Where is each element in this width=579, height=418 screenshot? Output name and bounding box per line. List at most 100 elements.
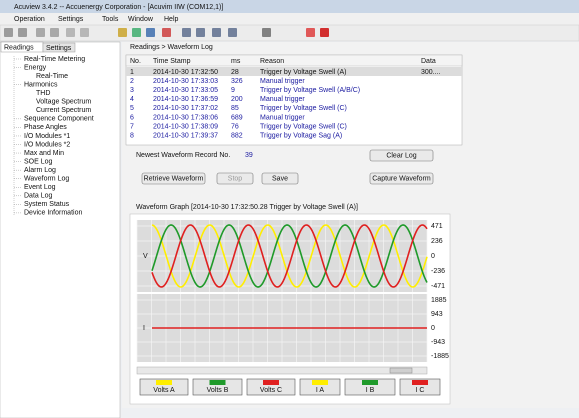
tree-item[interactable]: Real-Time Metering <box>24 56 85 63</box>
table-cell[interactable]: 28 <box>231 69 239 76</box>
legend-label[interactable]: I A <box>316 387 325 394</box>
table-cell[interactable]: 9 <box>231 87 235 94</box>
tab-label[interactable]: Settings <box>46 45 72 52</box>
tree-item[interactable]: Current Spectrum <box>36 107 91 114</box>
tree-item[interactable]: Real-Time <box>36 73 68 80</box>
table-cell[interactable]: Trigger by Voltage Sag (A) <box>260 133 342 140</box>
legend-button[interactable] <box>246 378 296 396</box>
toolbar-button[interactable] <box>146 28 155 37</box>
table-cell[interactable]: 2 <box>130 78 134 85</box>
table-cell[interactable]: 882 <box>231 133 243 140</box>
tree-item[interactable]: Max and Min <box>24 150 64 157</box>
table-cell[interactable]: 6 <box>130 114 134 121</box>
legend-button[interactable] <box>344 378 396 396</box>
table-cell[interactable]: 7 <box>130 123 134 130</box>
button[interactable] <box>369 149 434 162</box>
table-cell[interactable]: 76 <box>231 123 239 130</box>
table-cell[interactable]: 8 <box>130 133 134 140</box>
scroll-thumb[interactable] <box>389 367 413 374</box>
tree-item[interactable]: Voltage Spectrum <box>36 99 91 106</box>
button[interactable] <box>369 172 434 185</box>
legend-button[interactable] <box>192 378 243 396</box>
button-label[interactable]: Capture Waveform <box>372 175 431 182</box>
tree-item[interactable]: THD <box>36 90 50 97</box>
table-cell[interactable]: 3 <box>130 87 134 94</box>
legend-label[interactable]: I C <box>416 387 425 394</box>
toolbar-button[interactable] <box>36 28 45 37</box>
tree-item[interactable]: System Status <box>24 201 70 208</box>
table-cell[interactable]: 1 <box>130 69 134 76</box>
button-label[interactable]: Retrieve Waveform <box>144 175 204 182</box>
table-cell[interactable]: 2014-10-30 17:36:59 <box>153 96 218 103</box>
tree-item[interactable]: Event Log <box>24 184 56 191</box>
toolbar-button[interactable] <box>132 28 141 37</box>
table-cell[interactable]: 689 <box>231 114 243 121</box>
toolbar-button[interactable] <box>66 28 75 37</box>
menu-item[interactable]: Window <box>128 16 154 23</box>
table-cell[interactable]: 300.... <box>421 69 441 76</box>
tree-item[interactable]: SOE Log <box>24 158 53 165</box>
tree-item[interactable]: I/O Modules *2 <box>24 141 70 148</box>
legend-button[interactable] <box>299 378 341 396</box>
table-cell[interactable]: Trigger by Voltage Swell (A/B/C) <box>260 87 360 94</box>
legend-label[interactable]: Volts A <box>153 387 175 394</box>
table-cell[interactable]: 4 <box>130 96 134 103</box>
table-cell[interactable]: 5 <box>130 105 134 112</box>
table-cell[interactable]: Trigger by Voltage Swell (C) <box>260 123 347 130</box>
table-cell[interactable]: Trigger by Voltage Swell (A) <box>260 69 347 76</box>
menu-item[interactable]: Tools <box>102 16 119 23</box>
tree-item[interactable]: Harmonics <box>24 81 58 88</box>
legend-button[interactable] <box>139 378 189 396</box>
button[interactable] <box>141 172 206 185</box>
tree-item[interactable]: Alarm Log <box>24 167 56 174</box>
button[interactable] <box>261 172 299 185</box>
toolbar-button[interactable] <box>162 28 171 37</box>
table-cell[interactable]: 200 <box>231 96 243 103</box>
toolbar-button[interactable] <box>306 28 315 37</box>
legend-label[interactable]: Volts C <box>260 387 282 394</box>
table-cell[interactable]: 2014-10-30 17:38:09 <box>153 123 218 130</box>
toolbar-button[interactable] <box>118 28 127 37</box>
toolbar-button[interactable] <box>212 28 221 37</box>
tree-item[interactable]: Energy <box>24 64 47 71</box>
table-cell[interactable]: Manual trigger <box>260 96 305 103</box>
tree-item[interactable]: Data Log <box>24 193 53 200</box>
table-cell[interactable]: 326 <box>231 78 243 85</box>
button[interactable] <box>216 172 254 185</box>
tab-label[interactable]: Readings <box>4 44 34 51</box>
table-cell[interactable]: 2014-10-30 17:33:05 <box>153 87 218 94</box>
tree-item[interactable]: Waveform Log <box>24 176 69 183</box>
scrollbar[interactable] <box>136 366 428 375</box>
toolbar-button[interactable] <box>196 28 205 37</box>
table-cell[interactable]: 2014-10-30 17:38:06 <box>153 114 218 121</box>
tree-item[interactable]: Phase Angles <box>24 124 67 131</box>
tree-item[interactable]: Sequence Component <box>24 116 94 123</box>
table-cell[interactable]: 85 <box>231 105 239 112</box>
table-cell[interactable]: Manual trigger <box>260 114 305 121</box>
toolbar-button[interactable] <box>18 28 27 37</box>
toolbar-button[interactable] <box>228 28 237 37</box>
toolbar-button[interactable] <box>320 28 329 37</box>
toolbar-button[interactable] <box>182 28 191 37</box>
tree-item[interactable]: Device Information <box>24 210 82 217</box>
button-label[interactable]: Clear Log <box>386 152 416 159</box>
table-cell[interactable]: 2014-10-30 17:32:50 <box>153 69 218 76</box>
legend-button[interactable] <box>399 378 441 396</box>
button-label[interactable]: Save <box>272 175 288 182</box>
table-cell[interactable]: 2014-10-30 17:37:02 <box>153 105 218 112</box>
menu-item[interactable]: Operation <box>14 16 45 23</box>
table-cell[interactable]: Manual trigger <box>260 78 305 85</box>
button-label[interactable]: Stop <box>228 175 243 182</box>
legend-label[interactable]: Volts B <box>207 387 229 394</box>
menu-item[interactable]: Help <box>164 16 179 23</box>
toolbar-button[interactable] <box>50 28 59 37</box>
tree-item[interactable]: I/O Modules *1 <box>24 133 70 140</box>
table-cell[interactable]: 2014-10-30 17:33:03 <box>153 78 218 85</box>
toolbar-button[interactable] <box>262 28 271 37</box>
toolbar-button[interactable] <box>4 28 13 37</box>
table-cell[interactable]: Trigger by Voltage Swell (C) <box>260 105 347 112</box>
legend-label[interactable]: I B <box>366 387 375 394</box>
tab[interactable] <box>42 42 76 53</box>
toolbar-button[interactable] <box>80 28 89 37</box>
table-cell[interactable]: 2014-10-30 17:39:37 <box>153 133 218 140</box>
